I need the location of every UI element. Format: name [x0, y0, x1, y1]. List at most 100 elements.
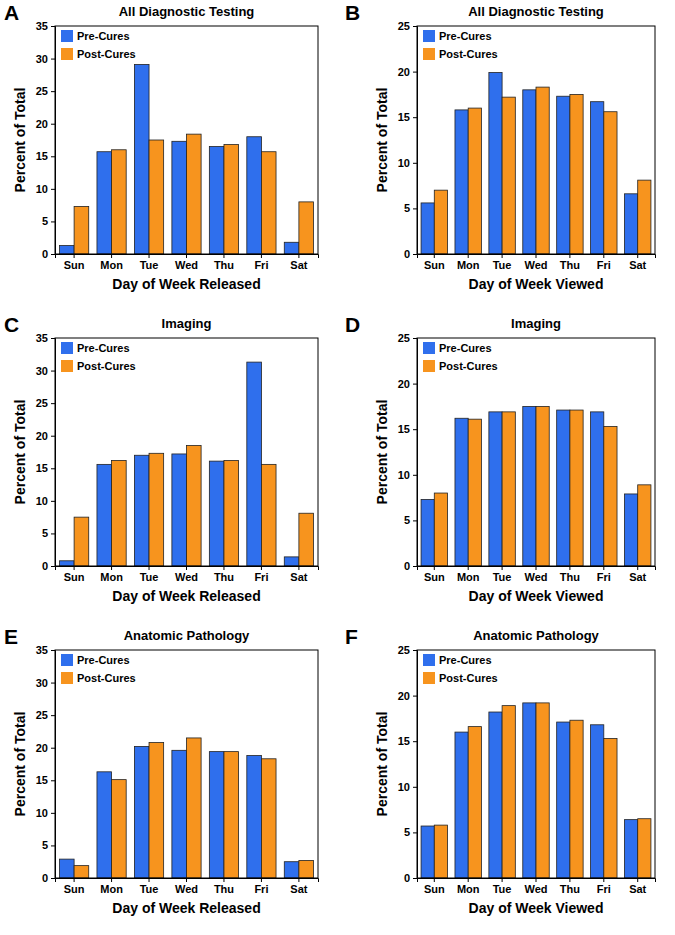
x-tick: Sat	[290, 566, 307, 583]
plot-frame	[417, 26, 655, 254]
x-tick-mark	[223, 878, 224, 882]
x-tick: Sat	[629, 878, 646, 895]
legend-swatch	[61, 30, 73, 42]
x-tick: Tue	[140, 566, 159, 583]
x-tick-label: Wed	[175, 571, 198, 583]
x-tick: Sat	[290, 878, 307, 895]
y-tick-label: 10	[398, 781, 410, 793]
bar	[468, 419, 481, 566]
y-tick-mark	[413, 878, 417, 879]
y-axis-line	[413, 27, 418, 255]
y-tick: 0	[42, 560, 55, 572]
y-axis-title: Percent of Total	[12, 400, 28, 505]
bar	[624, 494, 637, 566]
legend: Pre-CuresPost-Cures	[61, 342, 136, 372]
bar	[149, 140, 164, 254]
y-axis: 05101520253035	[36, 20, 56, 260]
bar	[624, 820, 637, 878]
x-tick-label: Thu	[560, 883, 580, 895]
bar	[502, 706, 515, 878]
y-tick-mark	[413, 254, 417, 255]
x-tick: Mon	[457, 878, 480, 895]
x-tick: Tue	[140, 878, 159, 895]
x-tick-label: Sun	[64, 259, 85, 271]
y-tick-mark	[51, 878, 55, 879]
x-tick-mark	[149, 254, 150, 258]
y-tick-mark	[51, 156, 55, 157]
bar	[187, 445, 202, 566]
y-tick-label: 5	[404, 202, 410, 214]
y-tick: 20	[398, 378, 417, 390]
bar	[536, 87, 549, 254]
x-tick-mark	[468, 566, 469, 570]
bar	[489, 73, 502, 254]
bar	[97, 464, 112, 566]
bars	[421, 406, 651, 566]
legend-label: Pre-Cures	[77, 654, 130, 666]
x-tick-label: Wed	[524, 571, 547, 583]
chart-title: All Diagnostic Testing	[468, 4, 604, 19]
bar	[224, 145, 239, 254]
x-tick: Wed	[175, 878, 198, 895]
bar	[284, 862, 299, 878]
y-tick-label: 15	[398, 111, 410, 123]
y-tick-mark	[413, 72, 417, 73]
y-axis-line	[51, 339, 56, 567]
y-tick-mark	[51, 501, 55, 502]
bars	[421, 73, 651, 254]
x-tick-mark	[569, 878, 570, 882]
x-tick-mark	[434, 566, 435, 570]
bar	[112, 780, 127, 878]
x-tick-mark	[261, 566, 262, 570]
x-axis: SunMonTueWedThuFriSat	[56, 254, 319, 271]
bar	[299, 860, 314, 878]
legend-swatch	[61, 672, 73, 684]
x-tick-mark	[298, 566, 299, 570]
y-tick-label: 20	[36, 742, 48, 754]
x-tick-mark	[186, 566, 187, 570]
x-axis-title: Day of Week Released	[112, 900, 260, 916]
x-tick: Tue	[493, 878, 512, 895]
y-tick-label: 5	[404, 826, 410, 838]
x-tick-mark	[434, 254, 435, 258]
x-tick-label: Sat	[290, 883, 307, 895]
y-tick-mark	[51, 221, 55, 222]
y-tick-label: 0	[42, 560, 48, 572]
y-tick-label: 25	[36, 85, 48, 97]
x-tick: Fri	[597, 566, 611, 583]
x-tick-mark	[637, 566, 638, 570]
bar	[591, 725, 604, 878]
y-tick-mark	[51, 813, 55, 814]
y-tick-mark	[413, 832, 417, 833]
y-tick-mark	[413, 26, 417, 27]
y-tick: 35	[36, 20, 55, 32]
y-axis: 05101520253035	[36, 644, 56, 884]
x-axis-line	[418, 879, 656, 883]
x-tick-mark	[502, 566, 503, 570]
y-axis: 0510152025	[398, 332, 418, 572]
y-tick-mark	[51, 748, 55, 749]
y-tick: 25	[398, 644, 417, 656]
x-axis-line	[418, 567, 656, 571]
legend-label: Post-Cures	[77, 48, 136, 60]
bar	[59, 246, 74, 254]
y-tick-label: 20	[398, 378, 410, 390]
x-tick-label: Sun	[424, 259, 445, 271]
bar	[570, 94, 583, 254]
y-tick-label: 15	[36, 774, 48, 786]
x-tick-label: Mon	[100, 259, 123, 271]
y-tick-label: 10	[36, 183, 48, 195]
x-tick: Fri	[254, 566, 268, 583]
y-tick: 25	[36, 397, 55, 409]
y-tick: 10	[36, 495, 55, 507]
x-tick-label: Fri	[597, 571, 611, 583]
y-tick: 0	[42, 248, 55, 260]
x-tick-label: Sat	[629, 883, 646, 895]
legend-label: Pre-Cures	[77, 30, 130, 42]
x-tick-mark	[111, 878, 112, 882]
y-tick-mark	[51, 468, 55, 469]
y-tick: 20	[36, 742, 55, 754]
bar	[112, 150, 127, 254]
bar	[209, 752, 224, 878]
y-tick-label: 5	[42, 839, 48, 851]
